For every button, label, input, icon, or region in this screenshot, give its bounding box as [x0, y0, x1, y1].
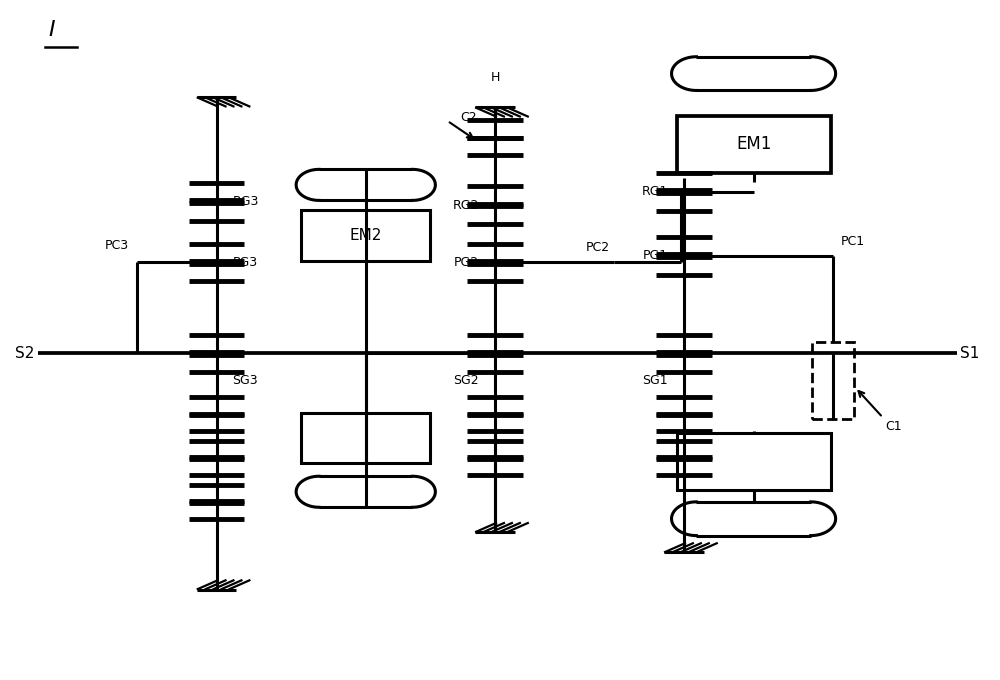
Text: C1: C1	[885, 420, 901, 432]
Text: $\it{I}$: $\it{I}$	[48, 20, 55, 40]
Text: EM1: EM1	[736, 135, 771, 154]
Text: EM2: EM2	[350, 228, 382, 243]
Text: RG1: RG1	[642, 185, 668, 198]
Text: S1: S1	[960, 346, 980, 361]
Text: RG3: RG3	[232, 195, 259, 208]
Text: SG3: SG3	[232, 374, 258, 387]
Text: PG3: PG3	[232, 256, 258, 269]
Text: RG2: RG2	[453, 199, 479, 211]
Text: PC1: PC1	[841, 235, 865, 248]
Text: C2: C2	[461, 111, 477, 124]
Text: H: H	[490, 71, 500, 84]
Text: PG2: PG2	[454, 256, 479, 269]
Text: PC3: PC3	[105, 239, 129, 252]
Text: PC2: PC2	[585, 241, 609, 254]
Text: SG1: SG1	[642, 374, 668, 387]
Text: SG2: SG2	[453, 374, 479, 387]
Text: S2: S2	[15, 346, 35, 361]
Text: PG1: PG1	[643, 249, 668, 262]
